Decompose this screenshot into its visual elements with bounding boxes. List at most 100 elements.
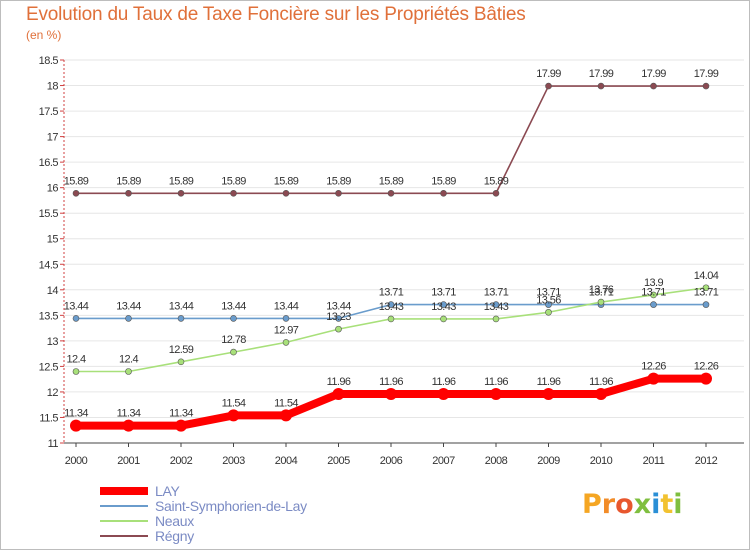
data-label: 13.43 [379,301,404,313]
data-label: 12.59 [169,344,194,356]
data-label: 15.89 [64,175,89,187]
data-label: 11.96 [379,376,403,388]
data-label: 13.71 [641,287,666,299]
data-point [650,301,657,308]
data-label: 13.44 [326,300,351,312]
data-label: 13.71 [536,287,561,299]
data-point [387,301,395,308]
x-tick-label: 2007 [432,455,455,467]
y-tick-label: 14 [47,285,59,297]
data-label: 12.4 [119,354,138,366]
data-point [177,358,185,366]
data-point [545,82,552,90]
data-point [332,387,345,400]
x-tick-label: 2005 [327,455,350,467]
data-label: 13.23 [326,311,351,323]
legend-swatch [100,487,148,495]
data-point [702,284,710,292]
data-point [437,387,450,400]
data-label: 13.56 [536,294,561,306]
data-label: 12.97 [274,324,299,336]
data-label: 12.78 [221,334,246,346]
logo-letter: P [582,489,602,520]
y-tick-label: 15 [47,234,59,246]
data-point [387,315,395,323]
logo-letter: x [633,489,652,520]
data-label: 11.96 [589,376,613,388]
data-label: 13.76 [589,284,614,296]
data-label: 11.34 [169,408,193,420]
data-label: 13.44 [221,300,246,312]
data-point [175,419,187,432]
data-point [545,301,552,308]
y-tick-label: 18.5 [39,55,59,67]
data-label: 14.04 [694,270,719,282]
data-point [282,315,290,322]
legend-label: Neaux [155,513,194,529]
data-point [72,368,80,375]
legend-label: Saint-Symphorien-de-Lay [155,498,307,514]
data-point [280,409,292,422]
x-tick-label: 2008 [485,455,508,467]
data-label: 15.89 [326,175,351,187]
data-label: 13.44 [169,300,194,312]
data-label: 13.71 [694,287,719,299]
y-tick-label: 16.5 [39,157,59,169]
y-tick-label: 11.5 [39,412,58,424]
x-tick-label: 2000 [65,455,88,467]
y-tick-label: 15.5 [39,208,59,220]
data-point [72,189,80,197]
data-point [177,189,185,197]
data-point [335,315,342,322]
data-point [230,315,237,322]
data-point [700,372,712,385]
data-point [650,82,657,90]
data-label: 17.99 [589,68,614,80]
data-point [650,291,657,299]
y-tick-label: 16 [47,183,59,195]
data-label: 12.4 [66,354,85,366]
data-point [177,315,185,322]
y-tick-label: 14.5 [39,259,59,271]
data-point [282,339,290,346]
y-tick-label: 13.5 [39,310,59,322]
data-point [335,325,342,333]
data-label: 13.44 [116,300,141,312]
legend-swatch [100,520,148,522]
x-tick-label: 2004 [275,455,298,467]
data-point [70,419,82,432]
data-label: 17.99 [694,68,719,80]
logo-letter: i [651,489,661,520]
proxiti-logo: Proxiti [582,489,683,520]
data-label: 13.71 [379,287,404,299]
data-label: 13.71 [484,287,509,299]
data-point [702,82,710,90]
data-label: 13.44 [274,300,299,312]
legend-swatch [100,535,148,537]
data-point [282,189,290,197]
data-point [492,315,500,323]
data-label: 11.96 [432,376,456,388]
data-point [440,301,447,308]
x-tick-label: 2009 [537,455,560,467]
data-label: 13.71 [431,287,456,299]
x-tick-label: 2006 [380,455,403,467]
data-label: 17.99 [641,68,666,80]
data-label: 17.99 [536,68,561,80]
data-label: 13.9 [644,277,663,289]
chart-subtitle: (en %) [26,28,62,42]
data-label: 11.54 [222,397,246,409]
y-tick-label: 17 [47,132,59,144]
data-label: 13.44 [64,300,89,312]
data-point [490,387,502,400]
y-tick-label: 13 [47,336,59,348]
x-tick-label: 2002 [170,455,193,467]
data-label: 11.96 [327,376,351,388]
data-label: 11.34 [64,408,88,420]
data-point [230,348,237,356]
data-label: 11.34 [117,408,141,420]
data-point [385,387,397,400]
data-point [122,419,135,432]
y-tick-label: 17.5 [39,106,59,118]
